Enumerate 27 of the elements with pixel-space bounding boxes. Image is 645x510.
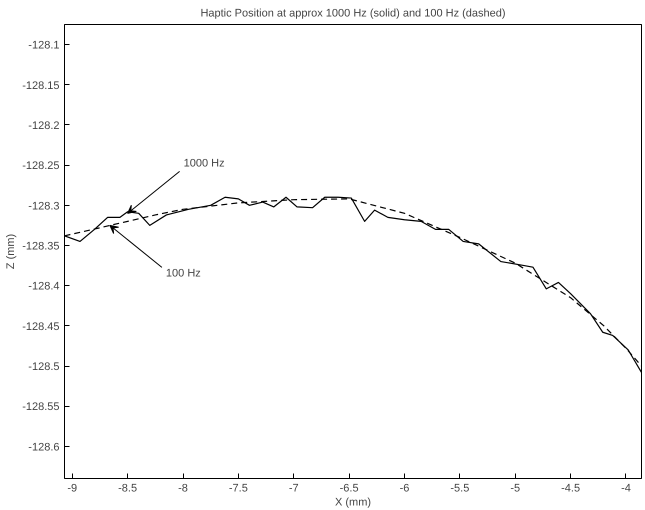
y-axis-title: Z (mm) (5, 234, 18, 270)
y-tick-label: -128.25 (22, 160, 60, 172)
x-axis-title: X (mm) (334, 496, 372, 508)
y-tick-label: -128.3 (28, 200, 60, 212)
x-tick-label: -9 (67, 482, 78, 494)
chart-title: Haptic Position at approx 1000 Hz (solid) and 100 Hz (dashed) (200, 8, 506, 20)
y-tick-label: -128.2 (28, 120, 60, 132)
x-tick-label: -5.5 (450, 482, 470, 494)
x-tick-label: -7 (288, 482, 299, 494)
y-tick-label: -128.5 (28, 361, 60, 374)
y-tick-label: -128.15 (22, 80, 60, 92)
x-tick-label: -4.5 (561, 482, 580, 494)
x-tick-label: -6.5 (340, 482, 359, 494)
x-tick-label: -4 (621, 482, 631, 494)
y-tick-label: -128.6 (28, 441, 60, 454)
y-tick-label: -128.55 (22, 401, 60, 414)
x-tick-label: -8 (178, 482, 188, 494)
x-tick-label: -8.5 (118, 482, 138, 494)
x-tick-label: -7.5 (228, 482, 248, 494)
annotation: 100 Hz (166, 267, 201, 280)
y-tick-label: -128.1 (28, 40, 60, 52)
annotation: 1000 Hz (184, 157, 225, 170)
y-tick-label: -128.45 (22, 320, 60, 333)
x-tick-label: -6 (400, 482, 410, 494)
x-tick-label: -5 (510, 482, 520, 494)
y-tick-label: -128.35 (22, 240, 60, 252)
y-tick-label: -128.4 (28, 280, 60, 293)
